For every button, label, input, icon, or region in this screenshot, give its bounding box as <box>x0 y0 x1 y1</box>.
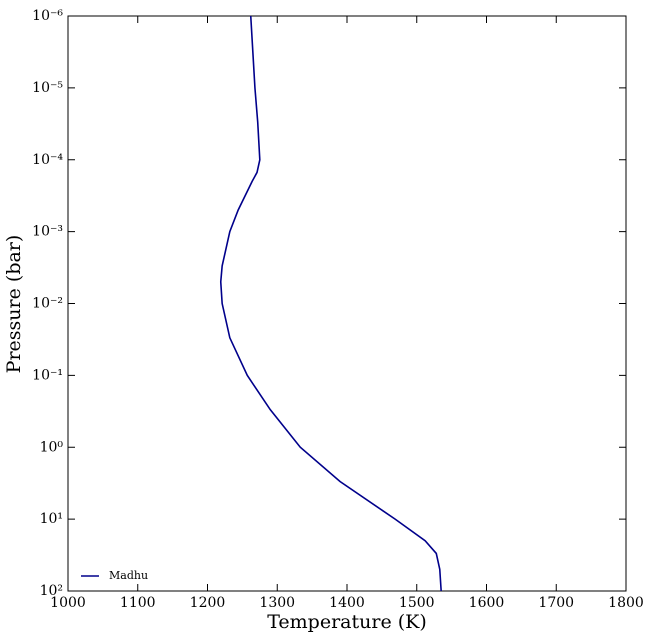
x-tick-label: 1800 <box>608 595 644 611</box>
y-tick-label: 10⁻⁵ <box>32 80 63 96</box>
x-tick-label: 1200 <box>190 595 226 611</box>
x-tick-label: 1000 <box>50 595 86 611</box>
y-tick-label: 10² <box>40 583 63 599</box>
x-axis-label: Temperature (K) <box>267 611 427 633</box>
legend-text: Madhu <box>109 569 148 582</box>
y-tick-label: 10⁻² <box>32 296 63 312</box>
x-tick-label: 1700 <box>538 595 574 611</box>
x-tick-label: 1600 <box>469 595 505 611</box>
y-axis-label: Pressure (bar) <box>3 235 25 374</box>
x-tick-label: 1100 <box>120 595 156 611</box>
y-tick-label: 10¹ <box>40 511 63 527</box>
y-tick-label: 10⁻⁴ <box>32 152 63 168</box>
line <box>219 15 442 592</box>
plot-frame <box>67 15 627 592</box>
x-tick-label: 1500 <box>399 595 435 611</box>
x-tick-label: 1300 <box>259 595 295 611</box>
y-tick-label: 10⁻³ <box>32 224 63 240</box>
y-tick-label: 10⁻⁶ <box>32 8 63 24</box>
x-tick-label: 1400 <box>329 595 365 611</box>
y-tick-label: 10⁰ <box>40 439 64 455</box>
y-tick-label: 10⁻¹ <box>32 367 63 383</box>
